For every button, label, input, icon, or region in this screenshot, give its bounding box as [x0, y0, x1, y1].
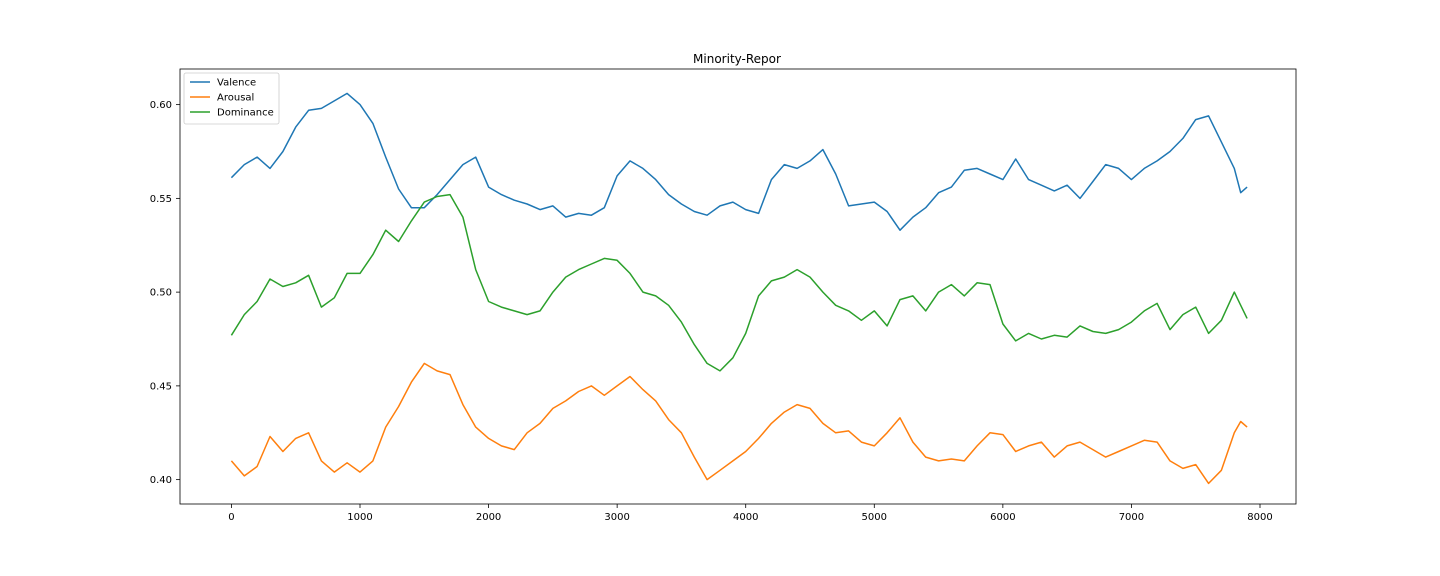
chart-title: Minority-Repor [693, 52, 781, 66]
series-line-arousal [230, 362, 1248, 485]
legend-label: Arousal [217, 93, 254, 104]
y-tick-label: 0.45 [150, 381, 172, 392]
x-tick-label: 4000 [733, 512, 758, 523]
x-tick-label: 6000 [990, 512, 1015, 523]
legend-label: Valence [217, 78, 256, 89]
x-tick-label: 1000 [347, 512, 372, 523]
x-tick-label: 2000 [476, 512, 501, 523]
series-line-dominance [230, 193, 1248, 372]
x-tick-label: 5000 [862, 512, 887, 523]
x-tick-label: 3000 [604, 512, 629, 523]
legend-label: Dominance [217, 108, 274, 119]
y-tick-label: 0.60 [150, 100, 172, 111]
series-line-valence [230, 92, 1248, 231]
x-tick-label: 0 [228, 512, 234, 523]
series-layer [230, 92, 1248, 485]
legend: Valence Arousal Dominance [183, 72, 280, 125]
y-tick-label: 0.40 [150, 475, 172, 486]
x-tick-label: 7000 [1119, 512, 1144, 523]
x-tick-label: 8000 [1247, 512, 1272, 523]
plot-frame [179, 68, 1297, 505]
x-axis: 0 1000 2000 3000 4000 5000 6000 7000 8000 [228, 504, 1273, 523]
y-tick-label: 0.55 [150, 194, 172, 205]
y-tick-label: 0.50 [150, 288, 172, 299]
y-axis: 0.40 0.45 0.50 0.55 0.60 [150, 100, 180, 486]
